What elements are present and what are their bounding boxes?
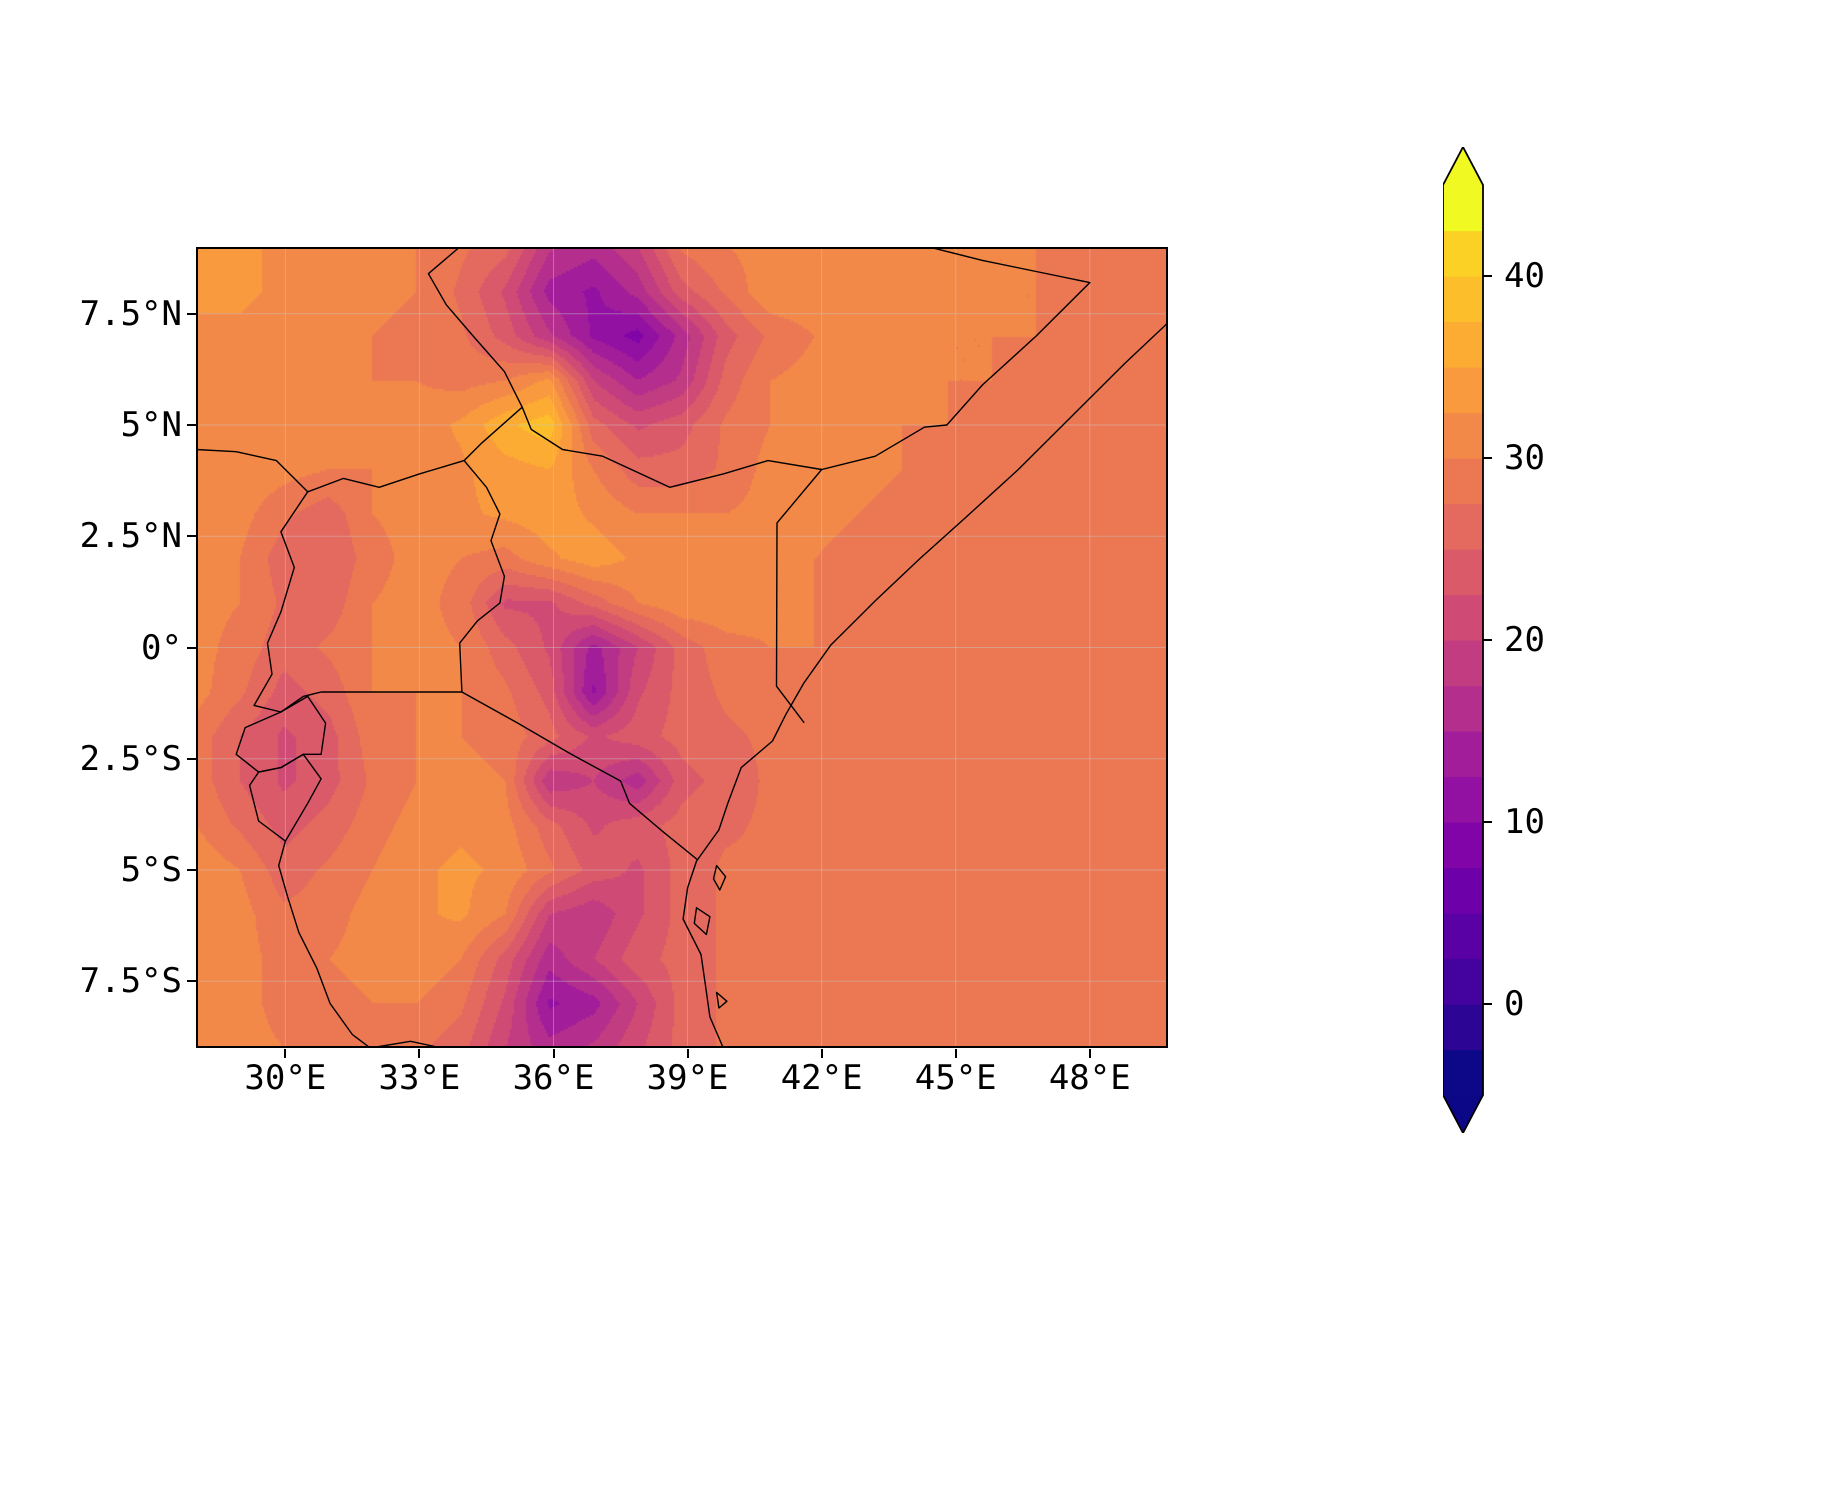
colorbar-tick-label: 40 <box>1504 256 1545 296</box>
colorbar-band <box>1443 867 1483 914</box>
country-border <box>521 406 823 488</box>
colorbar-band <box>1443 367 1483 414</box>
colorbar-band <box>1443 321 1483 368</box>
x-tick-label: 42°E <box>780 1058 863 1098</box>
y-tick-mark <box>187 980 196 983</box>
country-border <box>248 753 322 842</box>
country-border <box>928 247 1091 284</box>
colorbar-band <box>1443 776 1483 823</box>
colorbar-band <box>1443 503 1483 550</box>
country-border <box>280 691 463 713</box>
y-tick-label: 2.5°N <box>79 516 182 557</box>
y-tick-mark <box>187 757 196 760</box>
colorbar-band <box>1443 731 1483 778</box>
y-tick-label: 7.5°N <box>79 293 182 334</box>
colorbar-band <box>1443 685 1483 732</box>
country-border <box>278 840 371 1048</box>
country-border <box>196 406 523 493</box>
country-border <box>821 281 1091 471</box>
country-border <box>459 459 506 693</box>
x-tick-mark <box>820 1049 823 1058</box>
country-border <box>682 322 1168 1048</box>
x-tick-label: 30°E <box>244 1058 327 1098</box>
country-border <box>235 695 327 773</box>
y-tick-mark <box>187 535 196 538</box>
country-border <box>253 491 309 713</box>
x-tick-label: 36°E <box>512 1058 595 1098</box>
colorbar-band <box>1443 1004 1483 1051</box>
colorbar-band <box>1443 458 1483 505</box>
x-tick-mark <box>1088 1049 1091 1058</box>
colorbar-tick-label: 10 <box>1504 802 1545 842</box>
country-border <box>775 468 823 723</box>
country-border <box>427 247 523 408</box>
y-tick-label: 7.5°S <box>79 961 182 1002</box>
colorbar-band <box>1443 412 1483 459</box>
colorbar-under-arrow <box>1443 1095 1483 1133</box>
x-tick-label: 39°E <box>646 1058 729 1098</box>
y-tick-label: 0° <box>141 627 182 668</box>
y-tick-mark <box>187 869 196 871</box>
x-tick-mark <box>686 1049 689 1058</box>
colorbar-band <box>1443 822 1483 869</box>
colorbar-band <box>1443 640 1483 687</box>
colorbar-band <box>1443 276 1483 323</box>
country-border <box>461 691 698 860</box>
colorbar-band <box>1443 958 1483 1005</box>
x-tick-mark <box>418 1049 421 1058</box>
country-border <box>715 991 728 1009</box>
colorbar-band <box>1443 594 1483 641</box>
colorbar-band <box>1443 1049 1483 1096</box>
x-tick-mark <box>954 1049 957 1058</box>
y-tick-label: 2.5°S <box>79 738 182 779</box>
colorbar-band <box>1443 549 1483 596</box>
country-border <box>712 864 727 891</box>
colorbar-over-arrow <box>1443 147 1483 185</box>
x-tick-label: 45°E <box>914 1058 997 1098</box>
colorbar-tick-label: 0 <box>1504 984 1525 1024</box>
country-border <box>369 1040 443 1048</box>
map-borders-overlay <box>196 247 1168 1048</box>
colorbar-outline <box>1443 147 1484 1133</box>
colorbar <box>1443 147 1492 1133</box>
x-tick-mark <box>552 1049 555 1058</box>
x-tick-mark <box>284 1049 287 1058</box>
colorbar-band <box>1443 913 1483 960</box>
colorbar-band <box>1443 185 1483 232</box>
map-axes <box>196 247 1168 1048</box>
y-tick-label: 5°S <box>120 850 182 890</box>
temperature-field-canvas <box>196 247 1168 1048</box>
colorbar-tick-label: 20 <box>1504 620 1545 660</box>
country-border <box>693 907 711 936</box>
y-tick-mark <box>187 646 196 649</box>
colorbar-tick-label: 30 <box>1504 438 1545 478</box>
y-tick-mark <box>187 312 196 315</box>
colorbar-band <box>1443 230 1483 277</box>
x-tick-label: 48°E <box>1048 1058 1131 1098</box>
x-tick-label: 33°E <box>378 1058 461 1098</box>
y-tick-label: 5°N <box>120 405 182 445</box>
y-tick-mark <box>187 424 196 426</box>
